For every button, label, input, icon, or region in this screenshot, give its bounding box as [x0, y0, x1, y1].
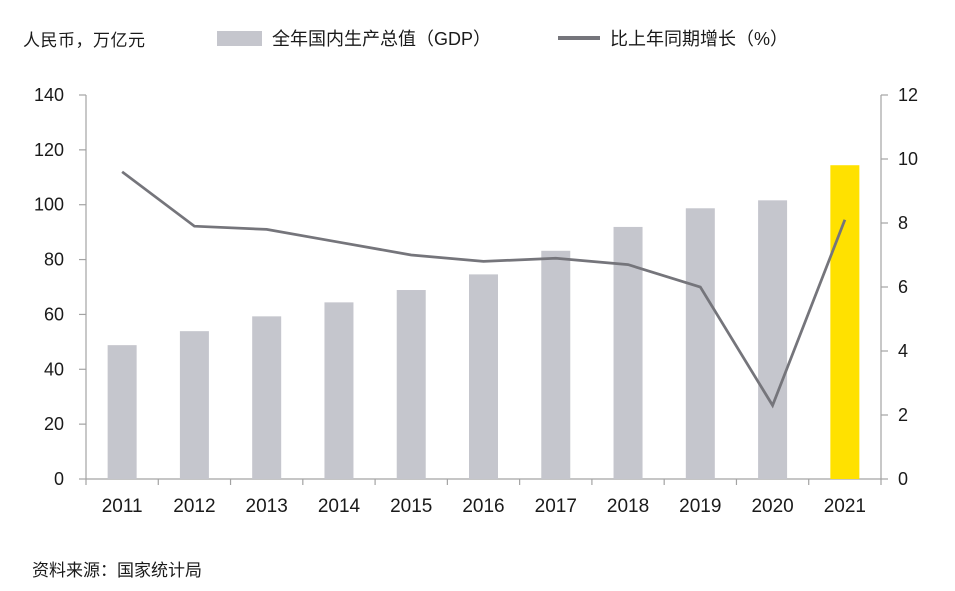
x-tick-label-2019: 2019	[679, 496, 721, 517]
left-axis-tick-label: 140	[34, 85, 64, 105]
right-axis-tick-label: 0	[898, 469, 908, 489]
right-axis-tick-label: 6	[898, 277, 908, 297]
bar-2021	[830, 165, 860, 479]
x-tick-label-2016: 2016	[462, 496, 504, 517]
bar-swatch-icon	[217, 30, 262, 46]
legend-label-gdp: 全年国内生产总值（GDP）	[272, 29, 492, 49]
x-tick-label-2021: 2021	[824, 496, 866, 517]
x-tick-label-2017: 2017	[535, 496, 577, 517]
legend-label-growth: 比上年同期增长（%）	[610, 29, 789, 49]
bar-2012	[179, 331, 209, 479]
bar-2014	[324, 302, 354, 479]
x-tick-label-2020: 2020	[751, 496, 793, 517]
bar-2020	[758, 200, 788, 479]
bar-2013	[252, 316, 282, 479]
x-tick-label-2013: 2013	[246, 496, 288, 517]
x-tick-label-2012: 2012	[173, 496, 215, 517]
bar-2015	[396, 290, 426, 479]
source-label: 资料来源：国家统计局	[32, 561, 202, 580]
left-axis-tick-label: 60	[44, 304, 64, 324]
left-axis-tick-label: 0	[54, 469, 64, 489]
right-axis-tick-label: 8	[898, 213, 908, 233]
right-axis-tick-label: 10	[898, 149, 918, 169]
x-tick-label-2018: 2018	[607, 496, 649, 517]
bar-2019	[685, 208, 715, 479]
x-tick-label-2011: 2011	[102, 496, 143, 517]
left-axis-tick-label: 20	[44, 414, 64, 434]
right-axis-tick-label: 12	[898, 85, 918, 105]
growth-line	[121, 170, 847, 409]
bar-2011	[107, 345, 137, 479]
axis-unit-label: 人民币，万亿元	[23, 31, 146, 50]
left-axis-tick-label: 100	[34, 195, 64, 215]
legend-item-gdp: 全年国内生产总值（GDP）	[217, 25, 491, 51]
x-tick-label-2014: 2014	[318, 496, 361, 517]
right-axis-tick-label: 4	[898, 341, 908, 361]
bar-2016	[469, 274, 498, 479]
bar-2017	[541, 250, 571, 479]
left-axis-tick-label: 120	[34, 140, 64, 160]
left-axis-tick-label: 80	[44, 250, 64, 270]
x-tick-label-2015: 2015	[390, 496, 432, 517]
legend-item-growth: 比上年同期增长（%）	[558, 25, 788, 51]
left-axis-tick-label: 40	[44, 359, 64, 379]
right-axis-tick-label: 2	[898, 405, 908, 425]
line-swatch-icon	[558, 36, 600, 40]
